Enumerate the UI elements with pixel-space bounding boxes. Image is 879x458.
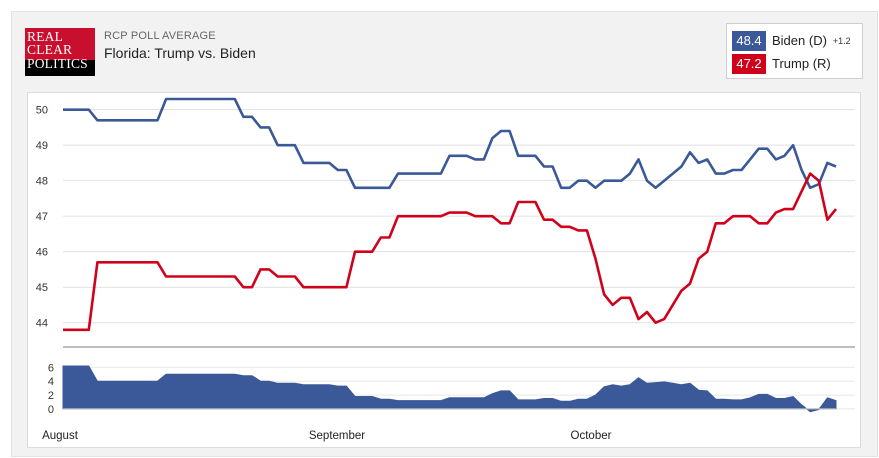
y-tick-label: 47: [36, 211, 48, 223]
spread-y-tick-label: 0: [48, 404, 54, 416]
chart-title: Florida: Trump vs. Biden: [104, 45, 256, 61]
legend-value-trump: 47.2: [732, 54, 766, 74]
y-tick-label: 45: [36, 282, 48, 294]
spread-y-tick-label: 4: [48, 376, 54, 388]
x-tick-label: August: [42, 430, 79, 442]
logo-red-block: [25, 28, 95, 60]
legend-label-biden: Biden (D): [772, 33, 827, 48]
spread-area: [62, 365, 837, 413]
y-tick-label: 46: [36, 247, 48, 259]
rcp-logo: REAL CLEAR POLITICS: [25, 28, 95, 76]
header-kicker: RCP POLL AVERAGE: [104, 30, 216, 42]
logo-line: POLITICS: [27, 55, 88, 71]
series-line-trump: [63, 172, 838, 332]
series-line-biden: [63, 97, 837, 190]
legend-item-biden[interactable]: 48.4 Biden (D) +1.2: [732, 31, 851, 51]
legend-item-trump[interactable]: 47.2 Trump (R): [732, 54, 831, 74]
spread-y-tick-label: 6: [48, 362, 54, 374]
legend-value-biden: 48.4: [732, 31, 766, 51]
legend-spread-biden: +1.2: [832, 36, 851, 46]
legend: 48.4 Biden (D) +1.2 47.2 Trump (R): [726, 23, 863, 79]
y-tick-label: 50: [36, 105, 48, 117]
x-tick-label: October: [571, 430, 612, 442]
logo-line: REAL: [27, 29, 64, 44]
x-tick-label: September: [309, 430, 365, 442]
logo-line: CLEAR: [27, 42, 73, 58]
legend-label-trump: Trump (R): [772, 56, 831, 71]
spread-y-tick-label: 2: [48, 390, 54, 402]
y-tick-label: 49: [36, 140, 48, 152]
logo-wordmark: REAL CLEAR POLITICS: [27, 29, 88, 71]
y-tick-label: 48: [36, 176, 48, 188]
y-tick-label: 44: [36, 318, 48, 330]
